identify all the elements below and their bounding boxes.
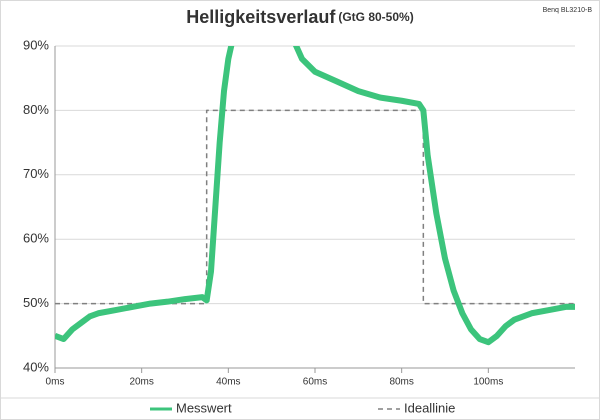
annotation: Benq BL3210-B (543, 7, 593, 14)
chart-subtitle: (GtG 80-50%) (338, 10, 413, 24)
series-line (55, 109, 575, 305)
y-tick-label: 50% (23, 295, 49, 310)
legend-label: Ideallinie (404, 400, 455, 415)
plot-area (55, 46, 575, 346)
x-tick-label: 20ms (129, 377, 153, 388)
y-tick-label: 90% (23, 37, 49, 52)
x-tick-label: 40ms (216, 377, 240, 388)
y-tick-label: 40% (23, 359, 49, 374)
x-tick-label: 60ms (303, 377, 327, 388)
legend-label: Messwert (176, 400, 232, 415)
y-tick-label: 70% (23, 166, 49, 181)
y-tick-label: 60% (23, 231, 49, 246)
series-line (55, 46, 575, 346)
x-tick-label: 100ms (473, 377, 503, 388)
x-tick-label: 0ms (46, 377, 65, 388)
chart-title: Helligkeitsverlauf (186, 7, 336, 27)
y-tick-label: 80% (23, 102, 49, 117)
x-tick-label: 80ms (389, 377, 413, 388)
chart-title-group: Helligkeitsverlauf (GtG 80-50%) (186, 7, 413, 27)
